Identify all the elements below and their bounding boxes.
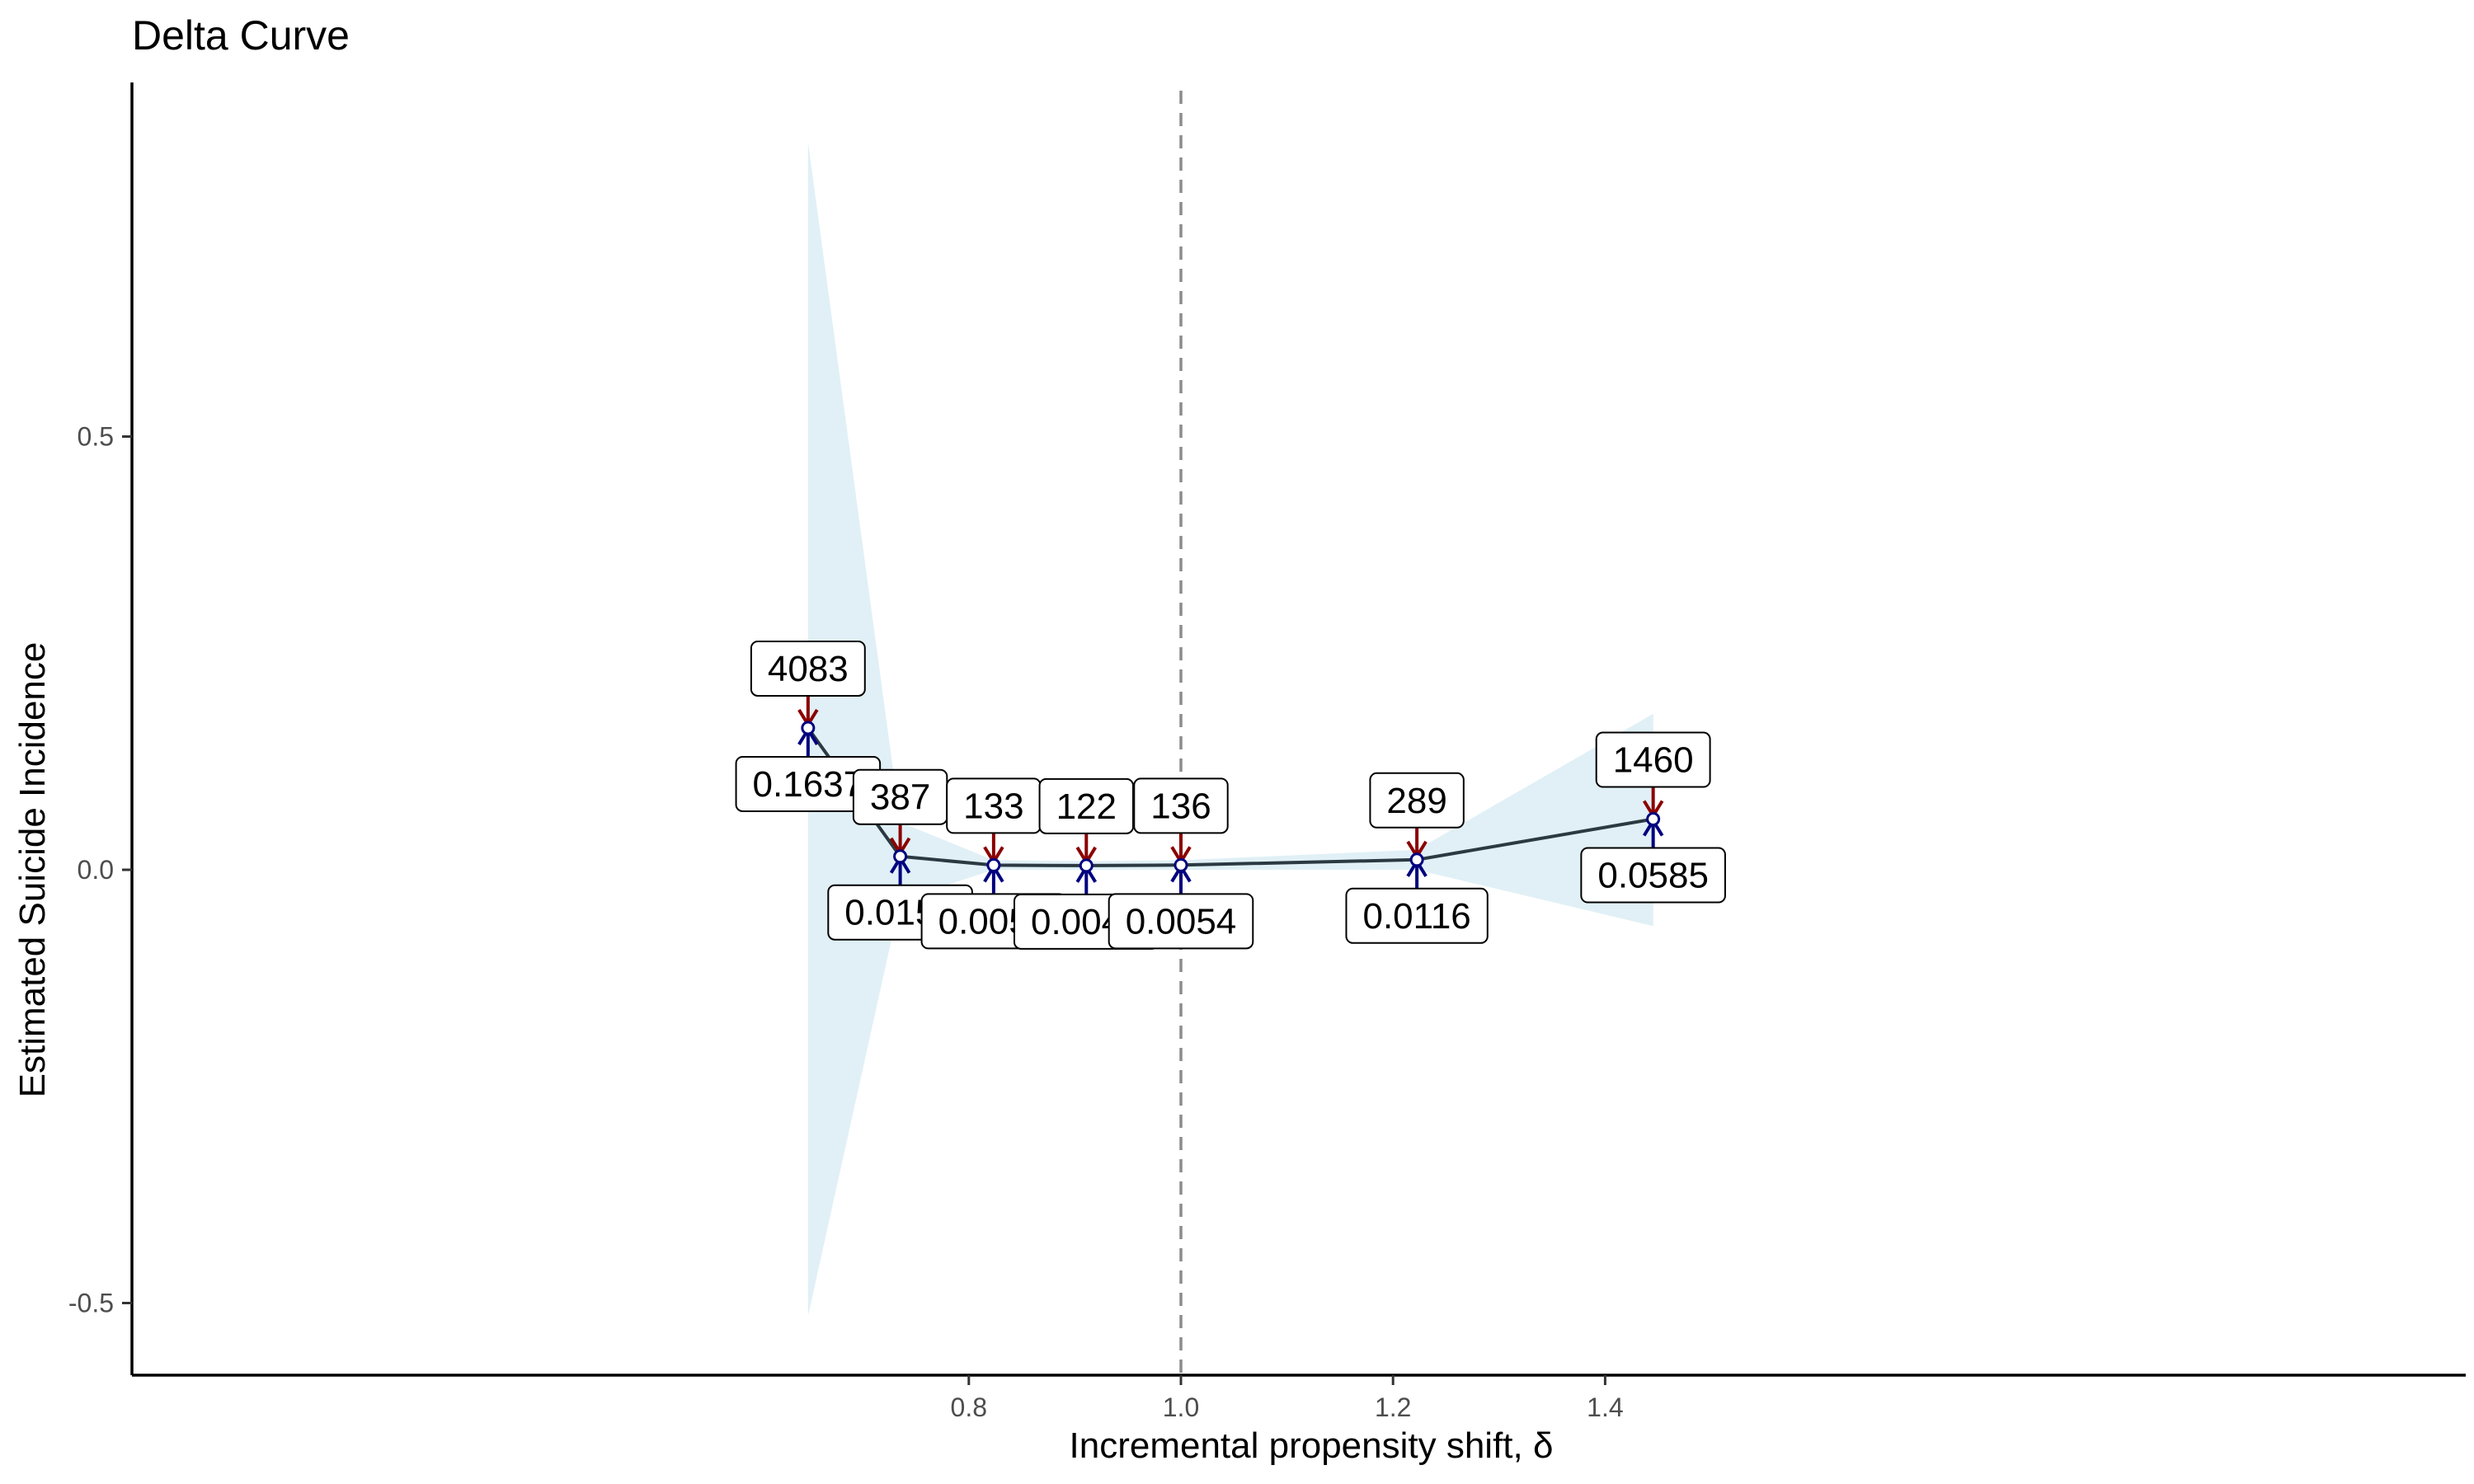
point-marker: [1409, 852, 1424, 867]
data-point: [1642, 786, 1664, 851]
x-tick-label: 1.4: [1587, 1392, 1623, 1422]
point-marker: [801, 721, 816, 735]
point-marker: [1079, 858, 1094, 873]
value-label-box: [1345, 887, 1489, 944]
count-label-box: [1595, 731, 1711, 788]
point-marker: [893, 849, 908, 864]
data-point: [1170, 832, 1192, 897]
value-label: 0.0054: [1126, 901, 1237, 942]
count-label-group: 1460: [1595, 731, 1711, 788]
count-label: 1460: [1613, 740, 1694, 781]
count-label: 133: [963, 786, 1023, 826]
y-axis-label: Estimated Suicide Incidence: [12, 642, 53, 1098]
value-label-group: 0.0585: [1580, 847, 1726, 904]
count-label-group: 387: [852, 768, 948, 825]
point-marker: [1174, 857, 1188, 872]
data-point: [889, 823, 911, 888]
count-label-box: [750, 640, 866, 697]
count-label-box: [1133, 777, 1229, 834]
point-marker: [986, 857, 1001, 872]
count-label: 122: [1056, 787, 1117, 827]
y-tick-label: -0.5: [68, 1289, 114, 1318]
x-tick-label: 1.0: [1163, 1392, 1199, 1422]
value-label-box: [1108, 893, 1254, 950]
count-label-group: 136: [1133, 777, 1229, 834]
data-point: [1406, 826, 1427, 891]
confidence-ribbon: [807, 142, 1653, 1317]
count-label-box: [1038, 777, 1134, 834]
x-axis-label: Incremental propensity shift, δ: [1070, 1425, 1554, 1466]
count-label-group: 289: [1369, 772, 1465, 829]
count-label: 289: [1386, 781, 1446, 821]
y-tick-label: 0.5: [78, 422, 114, 452]
x-tick-label: 1.2: [1375, 1392, 1411, 1422]
y-tick-label: 0.0: [78, 855, 114, 885]
x-tick-label: 0.8: [951, 1392, 987, 1422]
count-label: 4083: [768, 649, 849, 689]
data-point: [1075, 832, 1097, 897]
point-marker: [1646, 812, 1661, 827]
count-label: 136: [1150, 786, 1211, 826]
value-label-group: 0.0054: [1108, 893, 1254, 950]
value-label: 0.1637: [753, 764, 864, 805]
data-point: [797, 694, 819, 759]
count-label-group: 133: [946, 777, 1042, 834]
count-label-group: 122: [1038, 777, 1134, 834]
value-label: 0.0585: [1597, 856, 1709, 896]
value-label-group: 0.0116: [1345, 887, 1489, 944]
value-label-box: [1580, 847, 1726, 904]
count-label-group: 4083: [750, 640, 866, 697]
value-label: 0.0116: [1362, 896, 1470, 937]
chart-title: Delta Curve: [132, 12, 350, 59]
count-label-box: [1369, 772, 1465, 829]
count-label: 387: [870, 777, 930, 818]
data-point: [983, 832, 1004, 897]
value-label-group: 0.1637: [735, 755, 882, 812]
